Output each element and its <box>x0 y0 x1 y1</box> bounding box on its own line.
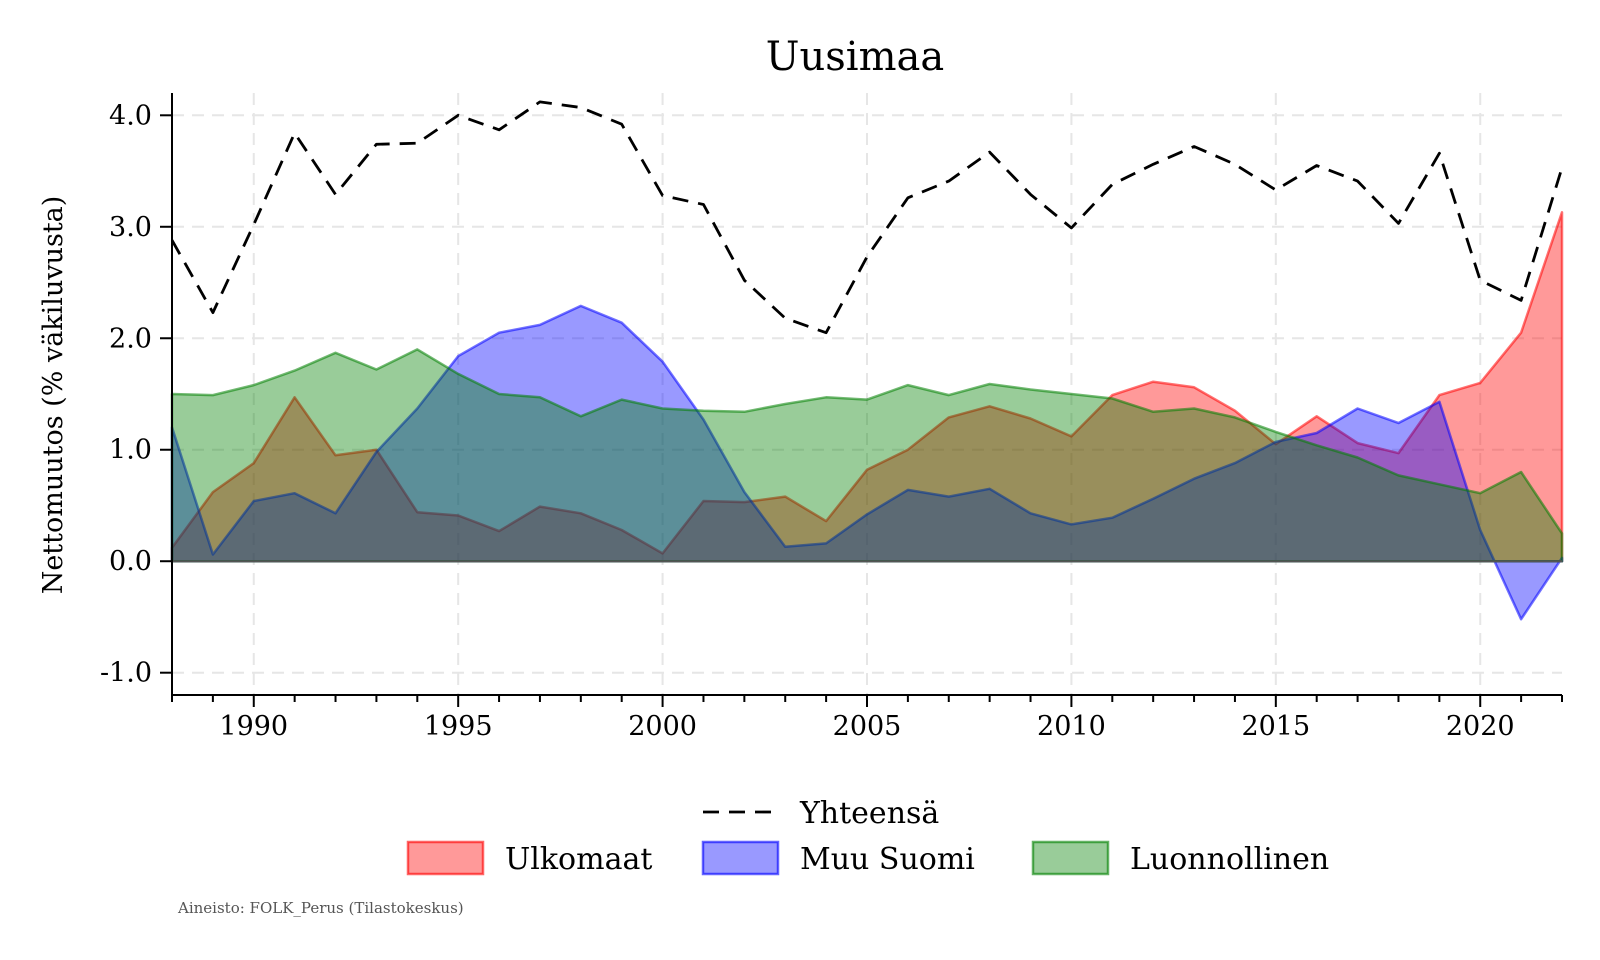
y-tick-label-4: 3.0 <box>109 212 152 243</box>
y-tick-label-0: -1.0 <box>100 658 152 689</box>
legend-swatch-2 <box>1031 840 1110 876</box>
x-tick-label-2010: 2010 <box>1037 711 1106 742</box>
area-series-0 <box>170 211 1564 563</box>
x-tick-label-1995: 1995 <box>424 711 493 742</box>
x-axis-ticks: 1990 1995 2000 2005 2010 2015 2020 <box>171 695 1563 742</box>
y-axis-ticks: -1.0 0.0 1.0 2.0 3.0 4.0 <box>100 100 172 689</box>
x-tick-label-1990: 1990 <box>219 711 288 742</box>
x-tick-label-2020: 2020 <box>1446 711 1515 742</box>
legend-label-1: Muu Suomi <box>800 842 975 877</box>
x-tick-label-2015: 2015 <box>1241 711 1310 742</box>
chart-title: Uusimaa <box>766 34 944 80</box>
source-note: Aineisto: FOLK_Perus (Tilastokeskus) <box>177 899 464 917</box>
x-tick-label-2005: 2005 <box>833 711 902 742</box>
x-tick-label-2000: 2000 <box>628 711 697 742</box>
area-series-1 <box>170 304 1564 621</box>
y-tick-label-3: 2.0 <box>109 323 152 354</box>
y-tick-label-2: 1.0 <box>109 435 152 466</box>
legend-label-2: Luonnollinen <box>1130 842 1329 877</box>
legend: Yhteensä Ulkomaat Muu Suomi Luonnollinen <box>406 796 1329 877</box>
line-series-3 <box>170 100 1564 335</box>
y-tick-label-5: 4.0 <box>109 100 152 131</box>
area-series-layer <box>170 211 1564 621</box>
legend-label-total: Yhteensä <box>799 796 939 831</box>
area-series-2 <box>170 348 1564 563</box>
line-series-layer <box>170 100 1564 335</box>
legend-swatch-1 <box>701 840 780 876</box>
y-axis-title: Nettomuutos (% väkiluvusta) <box>38 196 69 595</box>
legend-label-0: Ulkomaat <box>505 842 652 877</box>
legend-swatch-0 <box>406 840 485 876</box>
y-tick-label-1: 0.0 <box>109 546 152 577</box>
